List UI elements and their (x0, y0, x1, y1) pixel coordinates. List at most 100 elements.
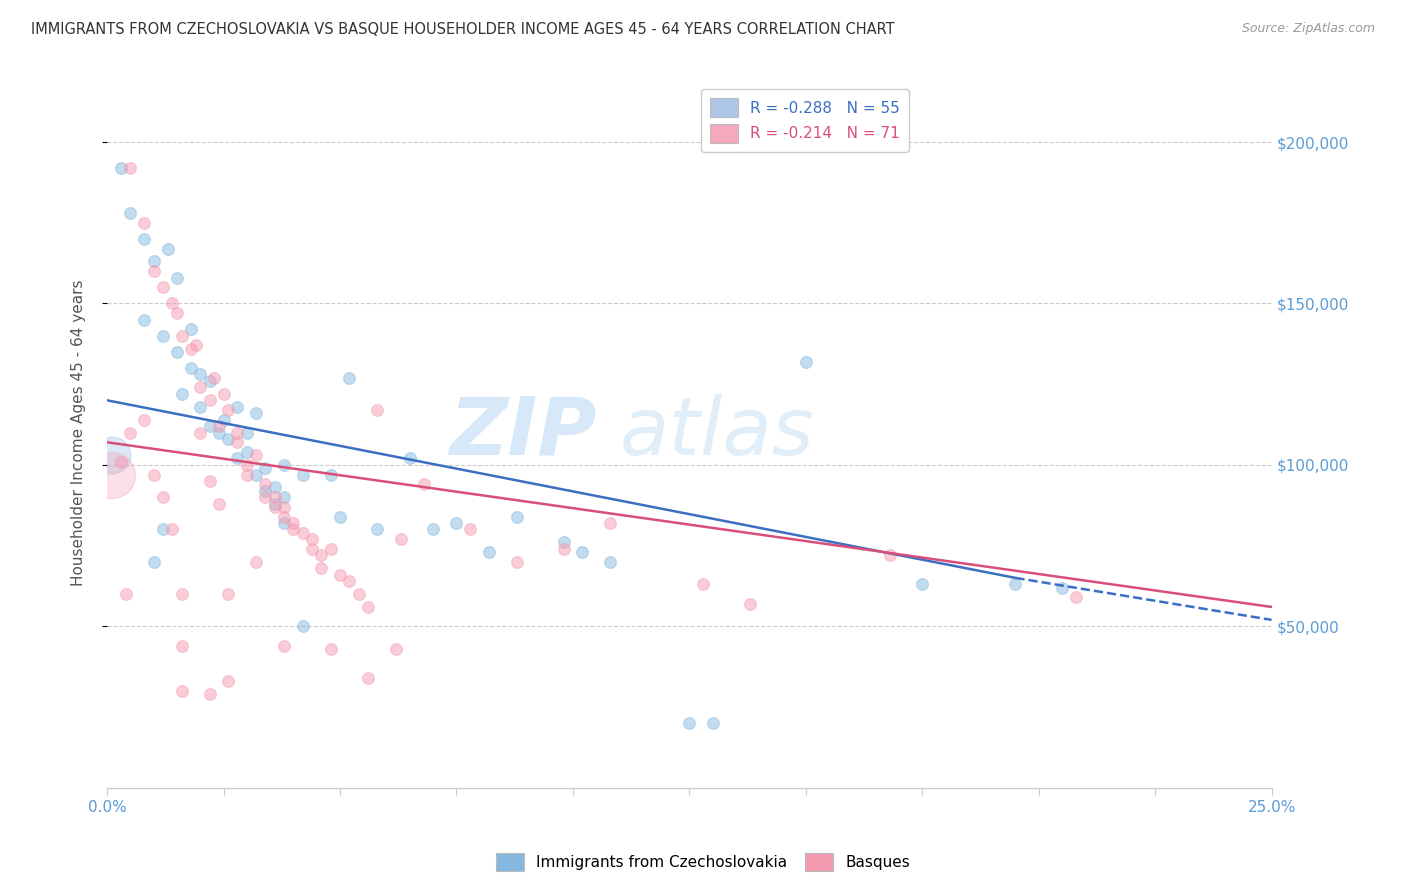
Point (398, 451, 420, 466)
Point (198, 687, 221, 701)
Point (188, 425, 211, 440)
Point (180, 322, 202, 336)
Point (152, 328, 174, 343)
Text: Source: ZipAtlas.com: Source: ZipAtlas.com (1241, 22, 1375, 36)
Point (217, 587, 239, 601)
Point (245, 406, 267, 420)
Point (152, 490, 174, 504)
Point (114, 587, 136, 601)
Point (170, 387, 193, 401)
Point (357, 599, 380, 614)
Point (202, 370, 225, 384)
Point (156, 242, 179, 256)
Point (879, 549, 901, 563)
Point (702, 716, 724, 731)
Point (162, 296, 184, 310)
Point (198, 419, 221, 434)
Point (366, 403, 388, 417)
Point (120, 425, 142, 440)
Point (692, 577, 714, 591)
Text: atlas: atlas (620, 393, 814, 472)
Point (506, 509, 529, 524)
Point (738, 597, 761, 611)
Point (389, 532, 412, 546)
Point (188, 400, 211, 414)
Point (263, 481, 285, 495)
Point (236, 458, 259, 472)
Point (599, 516, 621, 530)
Point (446, 516, 468, 530)
Point (273, 500, 295, 514)
Legend: Immigrants from Czechoslovakia, Basques: Immigrants from Czechoslovakia, Basques (491, 847, 915, 877)
Point (1064, 591, 1087, 605)
Point (226, 400, 249, 414)
Point (236, 445, 259, 459)
Point (347, 587, 370, 601)
Point (208, 497, 231, 511)
Point (254, 461, 277, 475)
Point (460, 523, 482, 537)
Point (1050, 581, 1073, 595)
Point (152, 523, 174, 537)
Point (337, 370, 360, 384)
Point (478, 545, 501, 559)
Point (329, 509, 352, 524)
Point (217, 432, 239, 446)
Point (217, 674, 239, 689)
Point (678, 716, 700, 731)
Point (170, 684, 193, 698)
Point (291, 525, 314, 540)
Point (166, 270, 188, 285)
Point (198, 374, 221, 388)
Point (208, 425, 231, 440)
Text: IMMIGRANTS FROM CZECHOSLOVAKIA VS BASQUE HOUSEHOLDER INCOME AGES 45 - 64 YEARS C: IMMIGRANTS FROM CZECHOSLOVAKIA VS BASQUE… (31, 22, 894, 37)
Point (134, 216, 156, 230)
Point (311, 561, 333, 575)
Point (506, 555, 529, 569)
Point (170, 328, 193, 343)
Point (236, 425, 259, 440)
Point (110, 161, 132, 175)
Point (553, 541, 575, 556)
Point (245, 467, 267, 482)
Point (166, 306, 188, 320)
Point (236, 467, 259, 482)
Point (329, 567, 352, 582)
Legend: R = -0.288   N = 55, R = -0.214   N = 71: R = -0.288 N = 55, R = -0.214 N = 71 (702, 88, 908, 153)
Point (120, 206, 142, 220)
Point (254, 477, 277, 491)
Point (212, 412, 235, 426)
Point (120, 161, 142, 175)
Point (319, 641, 342, 656)
Point (273, 509, 295, 524)
Point (142, 264, 165, 278)
Point (142, 467, 165, 482)
Point (263, 497, 285, 511)
Point (166, 344, 188, 359)
Point (226, 425, 249, 440)
Point (245, 555, 267, 569)
Point (142, 555, 165, 569)
Point (188, 368, 211, 382)
Point (170, 639, 193, 653)
Point (100, 448, 122, 462)
Point (571, 545, 593, 559)
Point (170, 587, 193, 601)
Point (273, 490, 295, 504)
Point (217, 403, 239, 417)
Text: ZIP: ZIP (449, 393, 596, 472)
Point (599, 555, 621, 569)
Point (385, 641, 408, 656)
Point (337, 574, 360, 588)
Point (188, 380, 211, 394)
Point (245, 448, 267, 462)
Point (152, 280, 174, 294)
Point (208, 419, 231, 434)
Point (198, 474, 221, 488)
Point (254, 490, 277, 504)
Point (134, 232, 156, 246)
Point (319, 467, 342, 482)
Point (273, 458, 295, 472)
Point (301, 532, 323, 546)
Point (180, 342, 202, 356)
